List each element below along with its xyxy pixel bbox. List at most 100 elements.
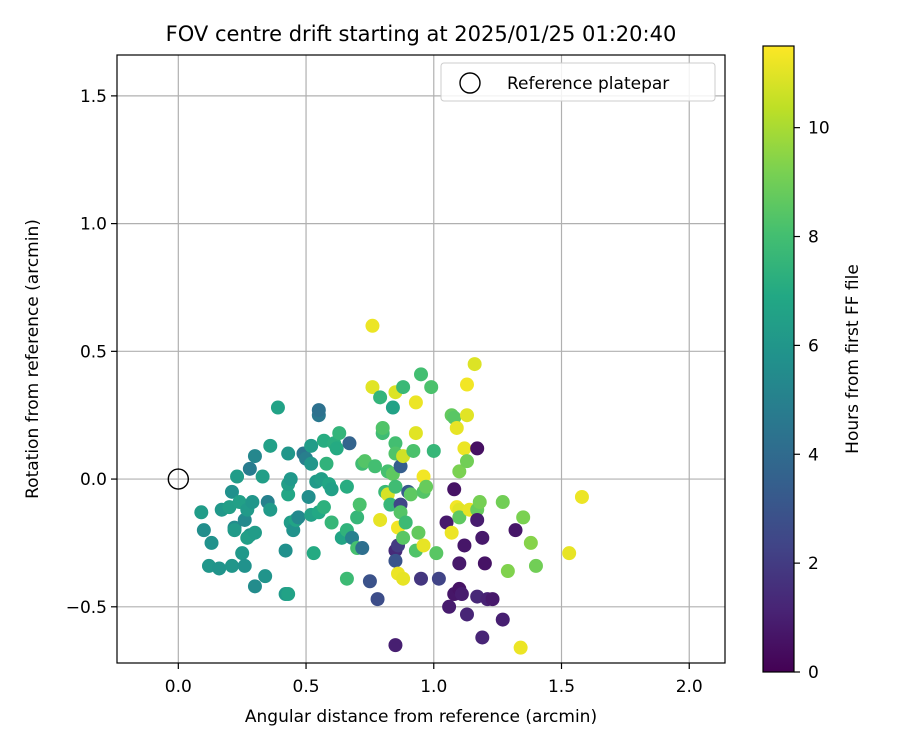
scatter-point [301, 489, 316, 504]
scatter-point [255, 469, 270, 484]
scatter-point [467, 357, 482, 372]
scatter-point [452, 464, 467, 479]
scatter-point [574, 489, 589, 504]
scatter-point [352, 497, 367, 512]
legend-box [440, 62, 716, 102]
scatter-point [388, 436, 403, 451]
scatter-point [332, 426, 347, 441]
legend: Reference platepar [440, 62, 716, 102]
scatter-point [454, 587, 469, 602]
scatter-point [291, 510, 306, 525]
scatter-point [227, 523, 242, 538]
scatter-point [444, 525, 459, 540]
scatter-point [263, 438, 278, 453]
scatter-point [495, 495, 510, 510]
y-axis-label: Rotation from reference (arcmin) [23, 219, 43, 499]
scatter-point [224, 484, 239, 499]
reference-platepar-marker [167, 468, 190, 490]
scatter-point [212, 561, 227, 576]
scatter-point [406, 443, 421, 458]
y-tick-label: −0.5 [66, 598, 107, 618]
scatter-point [508, 523, 523, 538]
scatter-point [270, 400, 285, 415]
scatter-point [283, 472, 298, 487]
scatter-point [442, 599, 457, 614]
x-axis-ticks: 0.0 0.5 1.0 1.5 2.0 [165, 663, 703, 697]
chart-title: FOV centre drift starting at 2025/01/25 … [166, 22, 677, 46]
scatter-point [388, 479, 403, 494]
scatter-point [408, 395, 423, 410]
plot-frame [116, 54, 726, 664]
colorbar-tick-label: 6 [808, 336, 819, 356]
scatter-point [459, 377, 474, 392]
scatter-point [196, 523, 211, 538]
scatter-point [500, 564, 515, 579]
scatter-point [365, 318, 380, 333]
scatter-point [424, 380, 439, 395]
scatter-point [475, 630, 490, 645]
scatter-point [411, 525, 426, 540]
scatter-point [385, 400, 400, 415]
scatter-point [388, 553, 403, 568]
scatter-point [350, 510, 365, 525]
scatter-point [355, 541, 370, 556]
scatter-point [373, 512, 388, 527]
scatter-point [204, 535, 219, 550]
scatter-point [457, 441, 472, 456]
scatter-point [362, 574, 377, 589]
scatter-point [396, 571, 411, 586]
scatter-point [419, 479, 434, 494]
scatter-point [237, 558, 252, 573]
scatter-point [342, 436, 357, 451]
scatter-point [373, 390, 388, 405]
colorbar-label: Hours from first FF file [843, 264, 863, 454]
scatter-point [368, 459, 383, 474]
scatter-point [194, 505, 209, 520]
scatter-point [316, 500, 331, 515]
scatter-point [403, 487, 418, 502]
x-tick-label: 0.0 [165, 677, 192, 697]
scatter-point [562, 546, 577, 561]
x-tick-label: 1.5 [548, 677, 575, 697]
scatter-point [452, 556, 467, 571]
scatter-point [281, 487, 296, 502]
colorbar-tick-label: 4 [808, 445, 819, 465]
scatter-point [396, 530, 411, 545]
scatter-point [375, 420, 390, 435]
scatter-point [429, 546, 444, 561]
colorbar-tick-label: 0 [808, 663, 819, 683]
colorbar-tick-label: 2 [808, 554, 819, 574]
y-tick-label: 1.5 [80, 87, 107, 107]
scatter-point [470, 512, 485, 527]
scatter-point [304, 456, 319, 471]
colorbar: 0 2 4 6 8 10 Hours from first FF file [762, 45, 863, 683]
scatter-point [459, 454, 474, 469]
colorbar-tick-label: 10 [808, 119, 830, 139]
y-tick-label: 1.0 [80, 215, 107, 235]
scatter-point [523, 535, 538, 550]
scatter-point [383, 497, 398, 512]
scatter-point [477, 556, 492, 571]
scatter-point [426, 443, 441, 458]
scatter-point [324, 482, 339, 497]
scatter-point [431, 571, 446, 586]
scatter-point [459, 408, 474, 423]
scatter-point [457, 538, 472, 553]
legend-label: Reference platepar [507, 74, 669, 94]
scatter-point [263, 502, 278, 517]
scatter-point [365, 380, 380, 395]
scatter-point [281, 446, 296, 461]
scatter-point [370, 592, 385, 607]
scatter-point [414, 571, 428, 586]
scatter-point [485, 592, 500, 607]
colorbar-gradient [762, 45, 795, 673]
y-tick-label: 0.0 [80, 470, 107, 490]
x-tick-label: 2.0 [676, 677, 703, 697]
scatter-point [242, 461, 257, 476]
colorbar-tick-label: 8 [808, 228, 819, 248]
scatter-point [304, 438, 319, 453]
scatter-point [319, 456, 334, 471]
scatter-point [230, 469, 245, 484]
scatter-point [459, 607, 474, 622]
data-points [194, 318, 589, 655]
